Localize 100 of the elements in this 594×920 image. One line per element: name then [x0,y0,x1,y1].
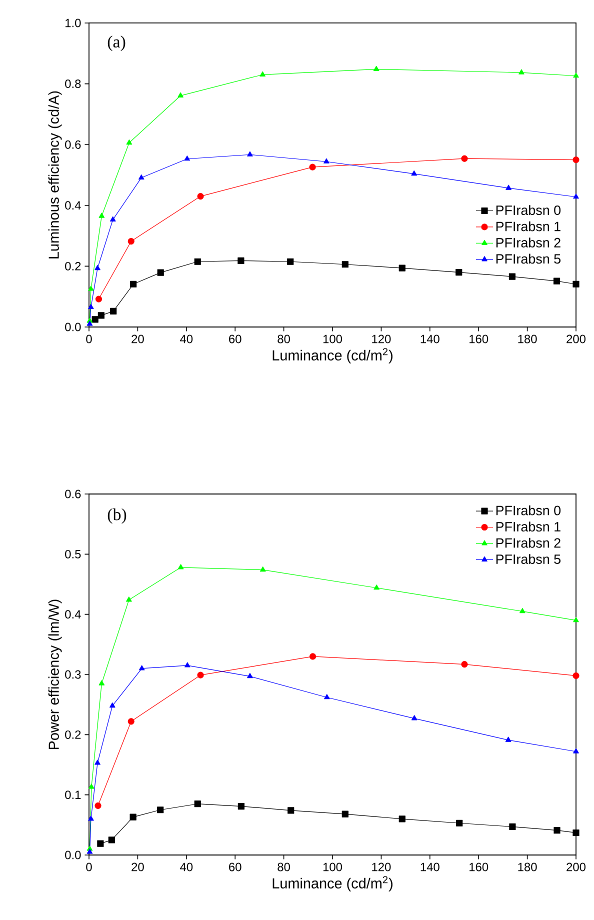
x-axis-title: Luminance (cd/m$^{2}$) [272,348,392,364]
x-tick-label: 200 [566,862,586,872]
point [342,810,348,818]
x-tick-label: 140 [420,862,440,872]
point [86,320,93,326]
point [461,155,468,162]
point [157,269,164,276]
point [92,316,98,323]
point [456,268,462,276]
point [505,736,512,742]
y-tick-label: 0.4 [65,610,81,619]
legend-label: PFIrabsn 5 [496,554,561,564]
x-tick-label: 140 [420,334,440,344]
point [309,653,316,660]
point [88,286,94,291]
point [98,212,105,218]
point [554,827,560,834]
point [98,680,105,686]
x-tick-label: 120 [372,862,391,872]
x-tick-label: 160 [470,334,488,344]
y-tick-label: 0.0 [65,322,81,332]
x-tick-label: 40 [180,862,193,872]
point [506,184,512,190]
y-tick-label: 0.2 [65,730,81,739]
point [194,800,201,808]
point [88,816,94,821]
point [411,715,418,720]
y-tick-label: 0.6 [65,140,81,149]
point [184,662,190,668]
x-tick-label: 100 [323,334,342,344]
point [573,748,579,754]
point [398,264,406,272]
point [373,66,380,71]
point [128,238,134,245]
point [309,164,316,170]
point [572,829,580,836]
point [126,596,132,602]
legend-label: PFIrabsn 0 [496,205,561,216]
point [374,584,380,590]
point [461,660,468,668]
point [94,760,100,765]
legend-label: PFIrabsn 5 [496,254,561,264]
x-tick-label: 20 [132,334,144,344]
point [128,718,134,725]
y-tick-label: 0.2 [65,262,81,270]
point [324,158,330,164]
y-tick-label: 0.1 [65,790,81,800]
x-tick-label: 120 [372,334,391,344]
point [94,265,100,270]
point [572,156,580,164]
point [98,312,104,319]
y-tick-label: 0.3 [65,670,81,679]
point [508,273,516,280]
legend-label: PFIrabsn 1 [496,522,560,532]
x-tick-label: 160 [470,862,488,872]
point [518,69,524,74]
point [247,151,253,156]
y-tick-label: 0.8 [65,80,81,88]
point [184,156,190,161]
x-tick-label: 60 [229,862,242,872]
point [110,308,117,314]
point [573,194,579,199]
x-tick-label: 20 [132,862,144,872]
x-tick-label: 60 [229,334,242,344]
x-tick-label: 80 [278,334,290,344]
point [178,92,184,98]
point [178,564,184,570]
x-tick-label: 180 [518,862,537,872]
x-tick-label: 180 [518,334,537,344]
y-axis-title: Luminous efficiency (cd/A) [48,91,62,258]
y-tick-label: 0.5 [65,550,81,558]
x-tick-label: 100 [323,862,342,872]
y-axis-title: Power efficiency (lm/W) [48,600,62,750]
y-tick-label: 0.4 [65,201,81,210]
point [520,608,526,614]
point [138,665,145,670]
legend-label: PFIrabsn 1 [496,221,560,232]
point [260,71,266,76]
point [287,258,294,265]
point [456,820,463,826]
point [573,72,579,78]
point [247,673,253,678]
point [97,840,104,847]
point [197,672,204,678]
y-tick-label: 0.0 [65,850,81,860]
point [509,823,516,830]
point [138,174,144,180]
point [88,784,94,789]
x-tick-label: 0 [86,862,92,872]
point [288,807,294,814]
legend-label: PFIrabsn 2 [496,238,560,248]
point [342,261,348,268]
legend-label: PFIrabsn 0 [496,505,561,516]
point [157,806,164,814]
y-tick-label: 0.6 [65,490,81,498]
point [94,802,102,809]
point [238,257,244,264]
x-tick-label: 200 [566,334,586,344]
point [126,139,132,145]
point [130,280,137,288]
